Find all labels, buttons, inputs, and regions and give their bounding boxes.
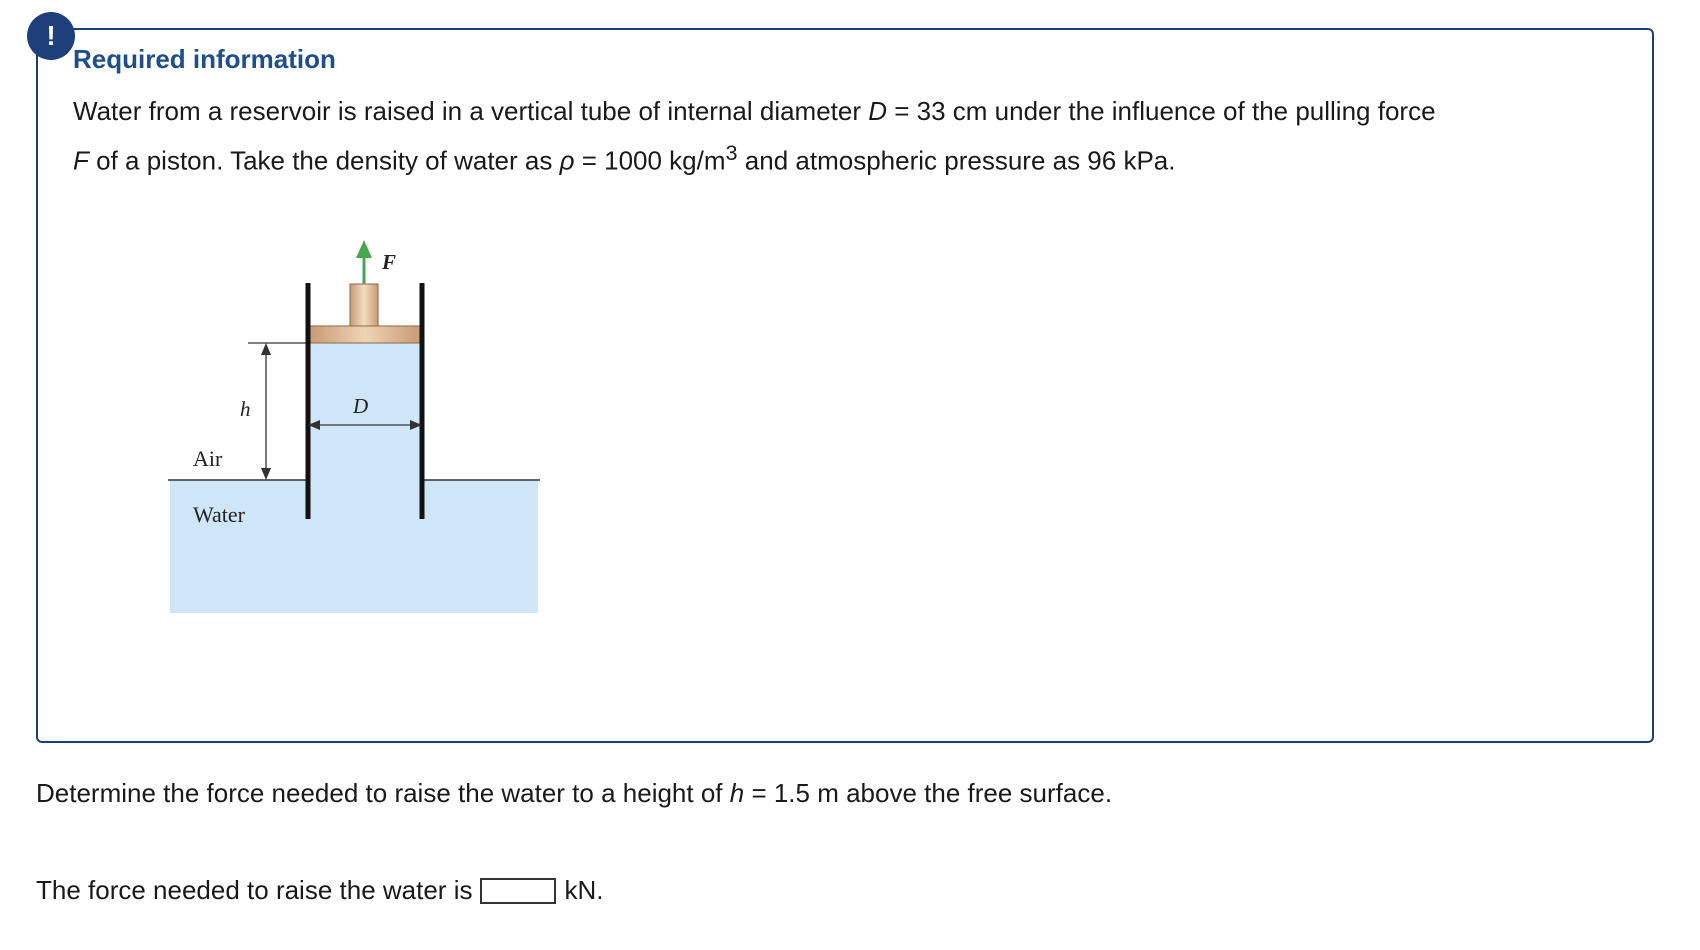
- tube-water-column: [308, 343, 422, 480]
- height-arrow-bottom: [261, 468, 271, 480]
- required-information-box: [36, 28, 1654, 743]
- diameter-label: D: [352, 394, 368, 418]
- height-arrow-top: [261, 343, 271, 355]
- info-text-line2-post: and atmospheric pressure as 96 kPa.: [737, 145, 1176, 176]
- air-label: Air: [193, 446, 223, 471]
- diameter-arrow-left: [308, 420, 320, 430]
- var-d: D: [868, 96, 888, 126]
- answer-prompt: The force needed to raise the water is: [36, 875, 473, 905]
- answer-input[interactable]: [480, 877, 557, 904]
- force-arrow-head: [356, 240, 372, 258]
- info-text-line2-mid: of a piston. Take the density of water a…: [88, 145, 560, 176]
- diameter-arrow-right: [410, 420, 422, 430]
- exclamation-icon: !: [27, 12, 75, 60]
- piston-tube-diagram: F h D Air Water: [168, 240, 540, 613]
- piston-rod: [349, 283, 379, 327]
- var-f: F: [73, 145, 89, 176]
- reservoir-water: [170, 480, 538, 613]
- question-post: = 1.5 m above the free surface.: [744, 778, 1113, 808]
- answer-line: The force needed to raise the water is k…: [36, 875, 603, 906]
- info-title: Required information: [73, 44, 336, 74]
- question-pre: Determine the force needed to raise the …: [36, 778, 730, 808]
- info-text-line1-eq: = 33 cm under the influence of the pulli…: [887, 96, 1436, 126]
- var-h: h: [729, 778, 745, 808]
- answer-unit: kN.: [564, 875, 604, 905]
- question-text: Determine the force needed to raise the …: [36, 778, 1112, 809]
- info-text-line2-eq: = 1000 kg/m: [574, 145, 726, 176]
- info-text: Water from a reservoir is raised in a ve…: [73, 90, 1573, 182]
- var-rho: ρ: [559, 145, 575, 176]
- exponent: 3: [725, 140, 738, 165]
- info-text-line1-pre: Water from a reservoir is raised in a ve…: [73, 96, 869, 126]
- force-label: F: [381, 250, 396, 274]
- height-label: h: [240, 397, 251, 421]
- water-label: Water: [193, 502, 246, 527]
- piston-plate: [307, 325, 423, 344]
